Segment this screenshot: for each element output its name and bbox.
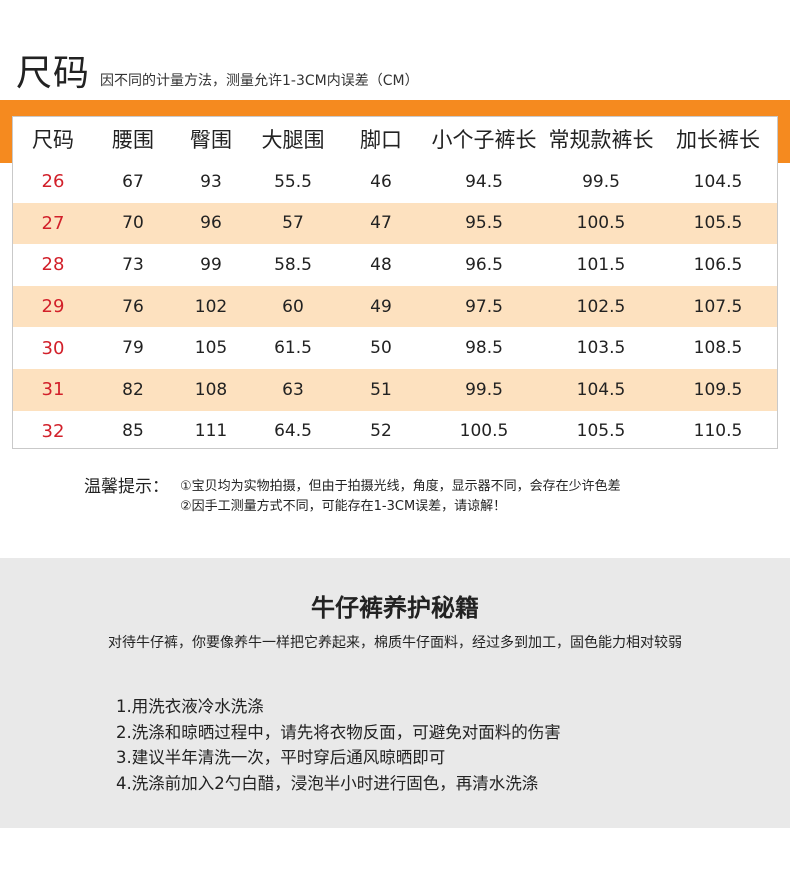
cell-waist: 85 — [122, 421, 144, 442]
cell-size: 32 — [41, 420, 65, 442]
cell-regular-length: 103.5 — [576, 338, 626, 359]
table-row: 29 76 102 60 49 97.5 102.5 107.5 — [13, 285, 777, 328]
cell-hem: 52 — [370, 421, 392, 442]
cell-long-length: 106.5 — [693, 254, 743, 275]
cell-hip: 111 — [194, 421, 228, 442]
cell-regular-length: 101.5 — [576, 254, 626, 275]
cell-hem: 51 — [337, 368, 425, 411]
cell-hip: 108 — [173, 368, 249, 411]
cell-petite-length: 94.5 — [465, 171, 503, 192]
cell-regular-length: 105.5 — [576, 421, 626, 442]
cell-regular-length: 99.5 — [582, 171, 620, 192]
table-row: 31 82 108 63 51 99.5 104.5 109.5 — [13, 368, 777, 411]
cell-size: 29 — [13, 285, 93, 328]
header-size: 尺码 — [32, 128, 74, 152]
cell-regular-length: 102.5 — [543, 285, 659, 328]
cell-thigh: 60 — [249, 285, 337, 328]
care-list: 1.用洗衣液冷水洗涤 2.洗涤和晾晒过程中，请先将衣物反面，可避免对面料的伤害 … — [116, 694, 561, 796]
table-row: 27 70 96 57 47 95.5 100.5 105.5 — [13, 202, 777, 245]
list-item: 4.洗涤前加入2勺白醋，浸泡半小时进行固色，再清水洗涤 — [116, 773, 539, 793]
table-row: 26 67 93 55.5 46 94.5 99.5 104.5 — [13, 161, 777, 203]
size-table: 尺码 腰围 臀围 大腿围 脚口 小个子裤长 常规款裤长 加长裤长 26 67 9… — [13, 117, 777, 452]
cell-hem: 47 — [337, 202, 425, 245]
cell-size: 31 — [13, 368, 93, 411]
page-title: 尺码 — [16, 53, 91, 94]
cell-hip: 105 — [194, 338, 228, 359]
header-waist: 腰围 — [112, 128, 154, 152]
cell-thigh: 63 — [249, 368, 337, 411]
cell-petite-length: 95.5 — [425, 202, 543, 245]
size-table-panel: 尺码 腰围 臀围 大腿围 脚口 小个子裤长 常规款裤长 加长裤长 26 67 9… — [12, 116, 778, 449]
cell-size: 28 — [41, 254, 65, 276]
cell-waist: 73 — [122, 254, 144, 275]
cell-waist: 76 — [93, 285, 173, 328]
cell-petite-length: 98.5 — [465, 338, 503, 359]
cell-long-length: 109.5 — [659, 368, 777, 411]
cell-hip: 96 — [173, 202, 249, 245]
cell-thigh: 55.5 — [274, 171, 312, 192]
cell-petite-length: 96.5 — [465, 254, 503, 275]
header-petite-length: 小个子裤长 — [431, 128, 537, 152]
cell-thigh: 61.5 — [274, 338, 312, 359]
care-section: 牛仔裤养护秘籍 对待牛仔裤，你要像养牛一样把它养起来，棉质牛仔面料，经过多到加工… — [0, 558, 790, 828]
tips-label: 温馨提示： — [84, 476, 169, 497]
cell-long-length: 105.5 — [659, 202, 777, 245]
cell-long-length: 104.5 — [693, 171, 743, 192]
cell-regular-length: 104.5 — [543, 368, 659, 411]
header-thigh: 大腿围 — [261, 128, 325, 152]
cell-size: 27 — [13, 202, 93, 245]
table-row: 32 85 111 64.5 52 100.5 105.5 110.5 — [13, 411, 777, 453]
cell-long-length: 110.5 — [693, 421, 743, 442]
cell-waist: 79 — [122, 338, 144, 359]
cell-hip: 102 — [173, 285, 249, 328]
cell-hem: 46 — [370, 171, 392, 192]
tips-block: 温馨提示： ①宝贝均为实物拍摄，但由于拍摄光线，角度，显示器不同，会存在少许色差… — [84, 474, 621, 514]
table-row: 30 79 105 61.5 50 98.5 103.5 108.5 — [13, 327, 777, 369]
tips-line-1: ①宝贝均为实物拍摄，但由于拍摄光线，角度，显示器不同，会存在少许色差 — [180, 478, 621, 494]
list-item: 2.洗涤和晾晒过程中，请先将衣物反面，可避免对面料的伤害 — [116, 722, 561, 742]
cell-petite-length: 99.5 — [425, 368, 543, 411]
cell-thigh: 64.5 — [274, 421, 312, 442]
cell-petite-length: 100.5 — [459, 421, 509, 442]
cell-hem: 49 — [337, 285, 425, 328]
cell-waist: 82 — [93, 368, 173, 411]
cell-hip: 93 — [200, 171, 222, 192]
cell-thigh: 58.5 — [274, 254, 312, 275]
cell-thigh: 57 — [249, 202, 337, 245]
list-item: 3.建议半年清洗一次，平时穿后通风晾晒即可 — [116, 748, 446, 767]
tips-line-2: ②因手工测量方式不同，可能存在1-3CM误差，请谅解！ — [180, 498, 507, 514]
list-item: 1.用洗衣液冷水洗涤 — [116, 697, 264, 716]
cell-regular-length: 100.5 — [543, 202, 659, 245]
cell-long-length: 107.5 — [659, 285, 777, 328]
cell-long-length: 108.5 — [693, 338, 743, 359]
header-regular-length: 常规款裤长 — [548, 128, 654, 152]
cell-hem: 50 — [370, 338, 392, 359]
header-long-length: 加长裤长 — [676, 128, 760, 152]
page-subtitle: 因不同的计量方法，测量允许1-3CM内误差（CM） — [100, 73, 419, 89]
cell-hem: 48 — [370, 254, 392, 275]
table-header-row: 尺码 腰围 臀围 大腿围 脚口 小个子裤长 常规款裤长 加长裤长 — [13, 117, 777, 161]
table-row: 28 73 99 58.5 48 96.5 101.5 106.5 — [13, 244, 777, 286]
cell-size: 26 — [41, 171, 65, 193]
header: 尺码 因不同的计量方法，测量允许1-3CM内误差（CM） — [16, 44, 419, 96]
header-hip: 臀围 — [190, 128, 232, 152]
cell-petite-length: 97.5 — [425, 285, 543, 328]
cell-hip: 99 — [200, 254, 222, 275]
cell-size: 30 — [41, 337, 65, 359]
care-subtitle: 对待牛仔裤，你要像养牛一样把它养起来，棉质牛仔面料，经过多到加工，固色能力相对较… — [108, 635, 682, 651]
header-hem: 脚口 — [360, 128, 402, 152]
cell-waist: 70 — [93, 202, 173, 245]
cell-waist: 67 — [122, 171, 144, 192]
care-title: 牛仔裤养护秘籍 — [311, 594, 479, 622]
